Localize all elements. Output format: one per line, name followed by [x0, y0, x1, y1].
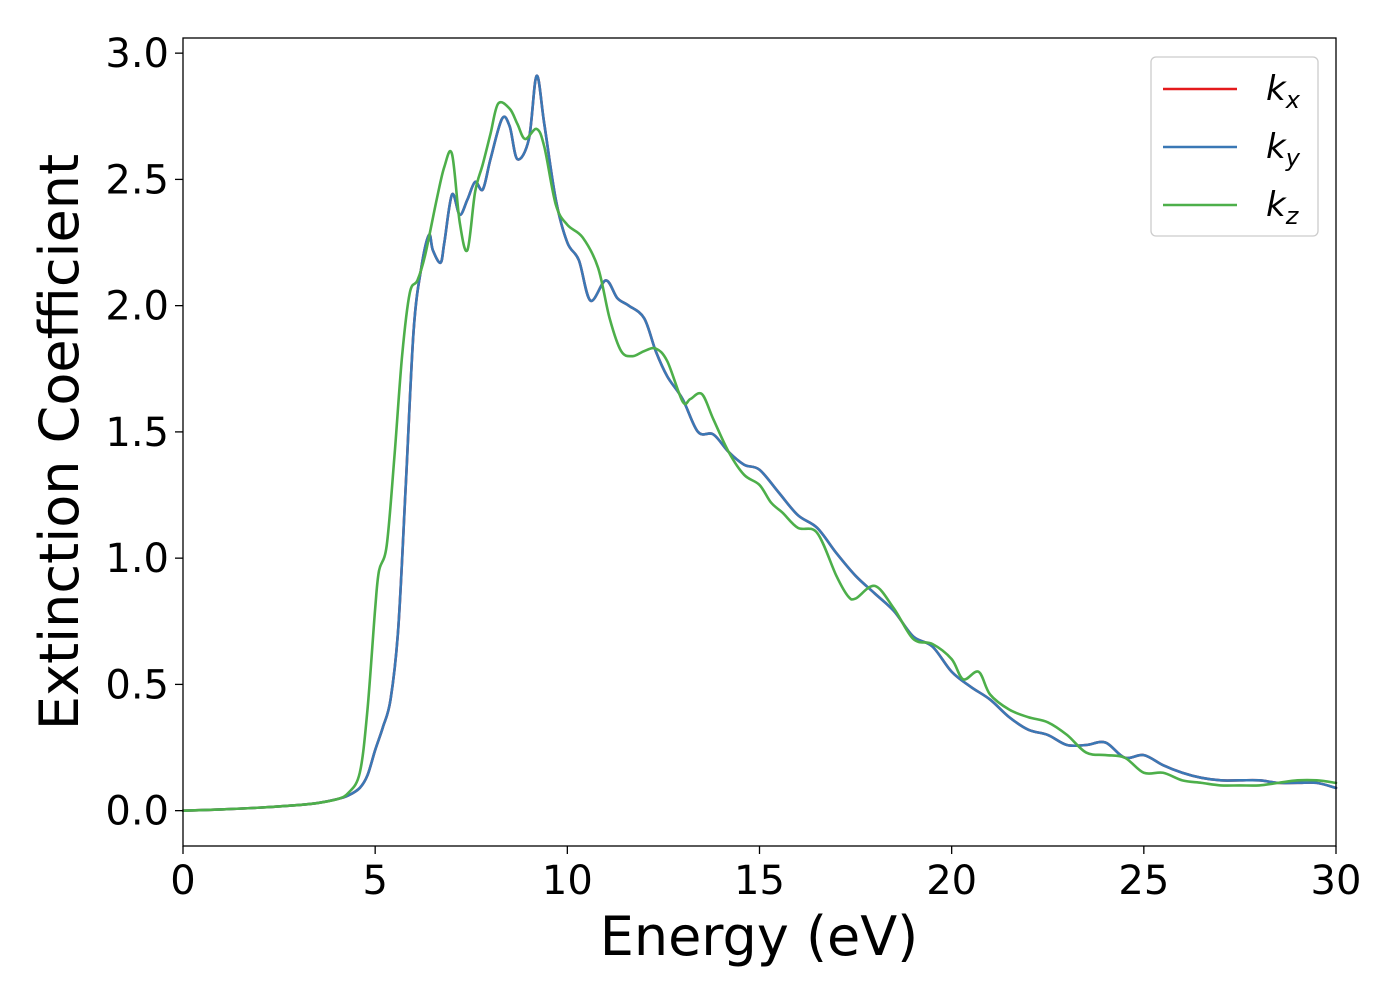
legend-label-main: k	[1266, 185, 1287, 225]
x-tick-label: 0	[170, 858, 195, 904]
y-axis-ticks: 0.0 0.5 1.0 1.5 2.0 2.5 3.0	[105, 31, 183, 835]
y-tick-label: 3.0	[105, 31, 169, 77]
legend-label-subscript: y	[1285, 144, 1301, 172]
legend-label-main: k	[1266, 127, 1287, 167]
legend-label-x: kx	[1266, 69, 1301, 114]
legend-label-main: k	[1266, 69, 1287, 109]
y-axis-label: Extinction Coefficient	[28, 154, 91, 730]
y-tick-label: 0.0	[105, 789, 169, 835]
y-tick-label: 2.0	[105, 284, 169, 330]
series-layer	[181, 74, 1338, 812]
x-axis-ticks: 0 5 10 15 20 25 30	[170, 846, 1361, 904]
plot-area	[183, 38, 1336, 846]
legend-label-z: kz	[1266, 185, 1300, 230]
y-tick-label: 0.5	[105, 662, 169, 708]
x-tick-label: 10	[542, 858, 593, 904]
y-tick-label: 2.5	[105, 157, 169, 203]
x-tick-label: 5	[362, 858, 387, 904]
series-line-y	[181, 74, 1338, 812]
legend-label-subscript: x	[1285, 86, 1301, 114]
x-tick-label: 25	[1118, 858, 1169, 904]
y-tick-label: 1.0	[105, 536, 169, 582]
legend-label-y: ky	[1266, 127, 1301, 172]
series-line-z	[181, 100, 1338, 812]
x-axis-label: Energy (eV)	[600, 905, 919, 968]
x-tick-label: 30	[1311, 858, 1362, 904]
y-tick-label: 1.5	[105, 410, 169, 456]
x-tick-label: 20	[926, 858, 977, 904]
legend-label-subscript: z	[1285, 202, 1300, 230]
x-tick-label: 15	[734, 858, 785, 904]
